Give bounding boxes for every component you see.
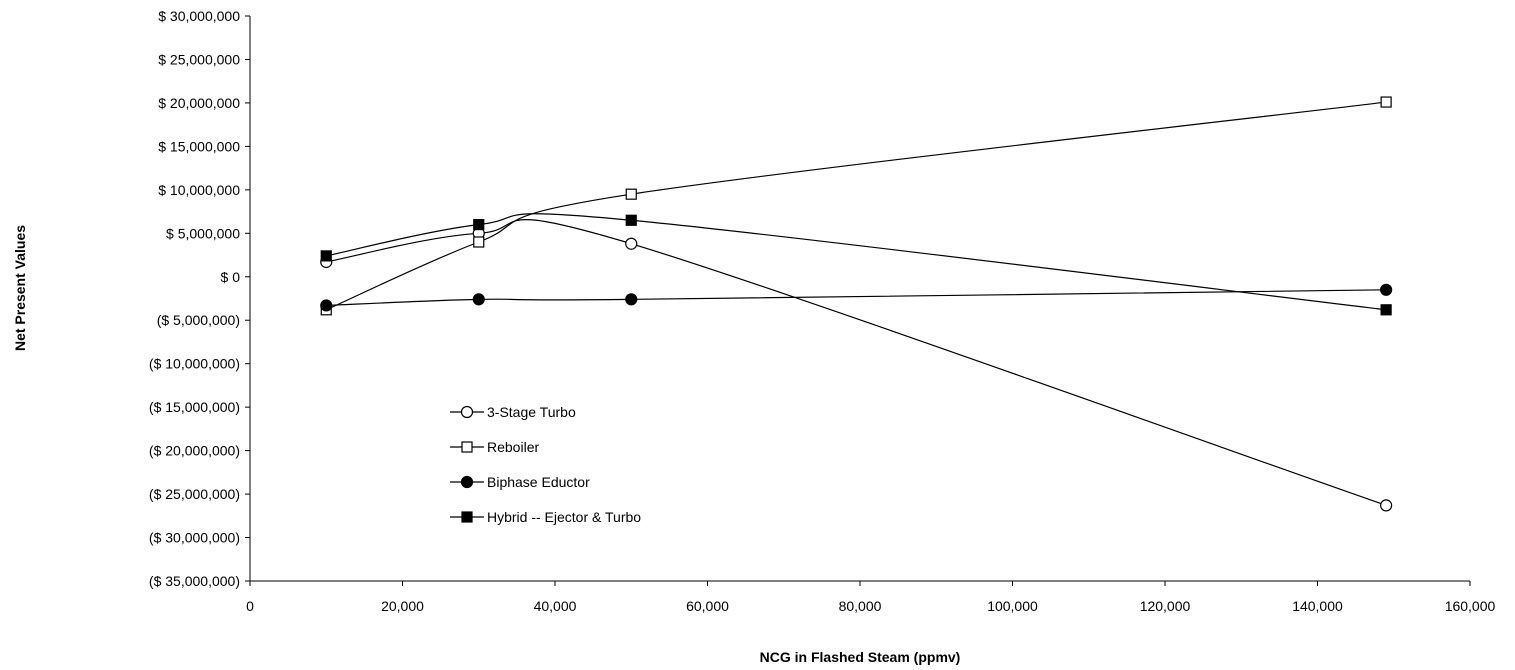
x-tick-label: 40,000 xyxy=(534,598,577,614)
legend-label: Hybrid -- Ejector & Turbo xyxy=(487,509,641,525)
x-tick-label: 100,000 xyxy=(987,598,1038,614)
data-point xyxy=(473,236,485,248)
x-axis-title: NCG in Flashed Steam (ppmv) xyxy=(760,649,961,665)
y-tick-label: ($ 35,000,000) xyxy=(149,573,240,589)
legend-item: Biphase Eductor xyxy=(450,474,590,490)
x-tick-label: 20,000 xyxy=(381,598,424,614)
data-point xyxy=(1380,304,1392,316)
y-tick-label: ($ 25,000,000) xyxy=(149,486,240,502)
series-3-stage-turbo xyxy=(320,218,1393,512)
x-tick-label: 140,000 xyxy=(1292,598,1343,614)
legend-marker xyxy=(461,511,473,523)
data-point xyxy=(1380,283,1393,296)
series-reboiler xyxy=(320,96,1392,316)
data-point xyxy=(320,250,332,262)
series-line xyxy=(326,218,1387,506)
series-line xyxy=(326,101,1387,311)
legend-label: 3-Stage Turbo xyxy=(487,404,576,420)
data-point xyxy=(1380,96,1392,108)
legend-marker xyxy=(460,405,474,419)
y-tick-label: $ 25,000,000 xyxy=(158,51,240,67)
x-tick-label: 0 xyxy=(246,598,254,614)
data-point xyxy=(472,293,485,306)
series-line xyxy=(326,213,1387,311)
legend: 3-Stage Turbo Reboiler Biphase Eductor Hybr… xyxy=(450,404,641,525)
series-biphase-eductor xyxy=(320,283,1393,312)
data-point xyxy=(1380,499,1393,512)
y-tick-label: $ 30,000,000 xyxy=(158,8,240,24)
y-axis-title: Net Present Values xyxy=(12,225,28,351)
data-point xyxy=(625,214,637,226)
data-point xyxy=(473,219,485,231)
y-tick-label: $ 10,000,000 xyxy=(158,182,240,198)
data-point xyxy=(625,237,638,250)
y-tick-label: ($ 10,000,000) xyxy=(149,356,240,372)
x-tick-label: 120,000 xyxy=(1140,598,1191,614)
data-point xyxy=(320,299,333,312)
legend-label: Biphase Eductor xyxy=(487,474,590,490)
series-hybrid-ejector-turbo xyxy=(320,213,1392,316)
data-point xyxy=(625,293,638,306)
legend-marker xyxy=(460,475,474,489)
y-tick-label: $ 20,000,000 xyxy=(158,95,240,111)
series-line xyxy=(326,289,1387,307)
legend-marker xyxy=(461,441,473,453)
y-tick-label: $ 15,000,000 xyxy=(158,138,240,154)
y-tick-label: ($ 30,000,000) xyxy=(149,530,240,546)
y-tick-label: $ 5,000,000 xyxy=(166,225,240,241)
legend-item: 3-Stage Turbo xyxy=(450,404,576,420)
data-point xyxy=(625,188,637,200)
y-tick-label: ($ 15,000,000) xyxy=(149,399,240,415)
x-tick-label: 80,000 xyxy=(839,598,882,614)
y-tick-label: $ 0 xyxy=(221,269,241,285)
x-tick-label: 160,000 xyxy=(1445,598,1496,614)
series-layer xyxy=(320,96,1393,512)
x-tick-label: 60,000 xyxy=(686,598,729,614)
legend-item: Reboiler xyxy=(450,439,539,455)
axes-layer: $ 30,000,000 $ 25,000,000 $ 20,000,000 $ 15… xyxy=(149,8,1496,614)
y-tick-label: ($ 20,000,000) xyxy=(149,443,240,459)
legend-item: Hybrid -- Ejector & Turbo xyxy=(450,509,641,525)
y-tick-label: ($ 5,000,000) xyxy=(157,312,240,328)
legend-label: Reboiler xyxy=(487,439,539,455)
